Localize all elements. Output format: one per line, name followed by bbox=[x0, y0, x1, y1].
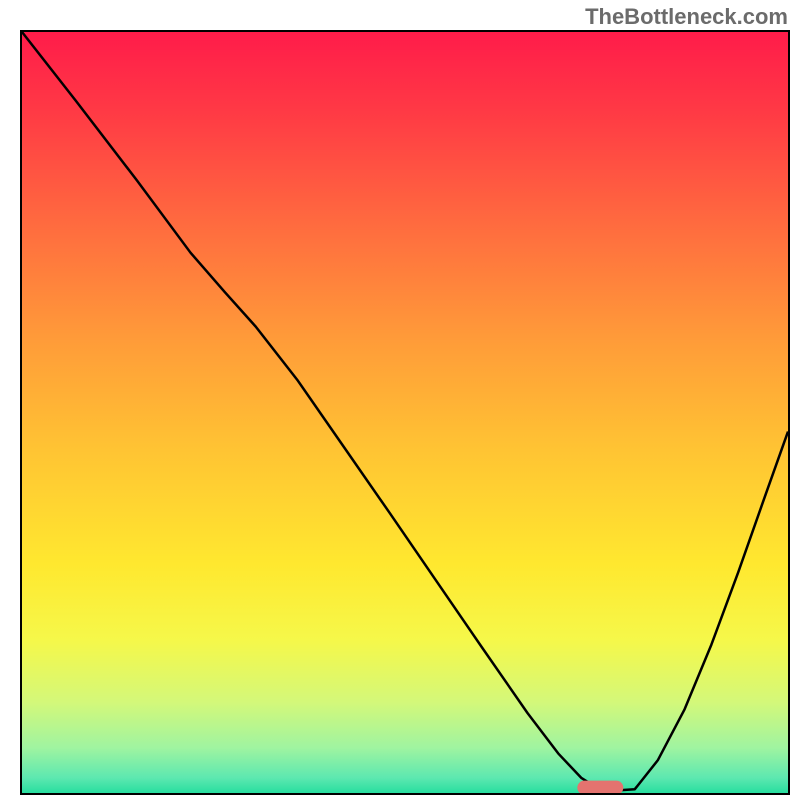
gradient-background bbox=[22, 32, 788, 793]
bottleneck-chart: TheBottleneck.com bbox=[0, 0, 800, 800]
plot-area bbox=[20, 30, 790, 795]
chart-svg bbox=[20, 30, 790, 795]
watermark-text: TheBottleneck.com bbox=[585, 4, 788, 30]
optimal-marker bbox=[577, 781, 623, 795]
